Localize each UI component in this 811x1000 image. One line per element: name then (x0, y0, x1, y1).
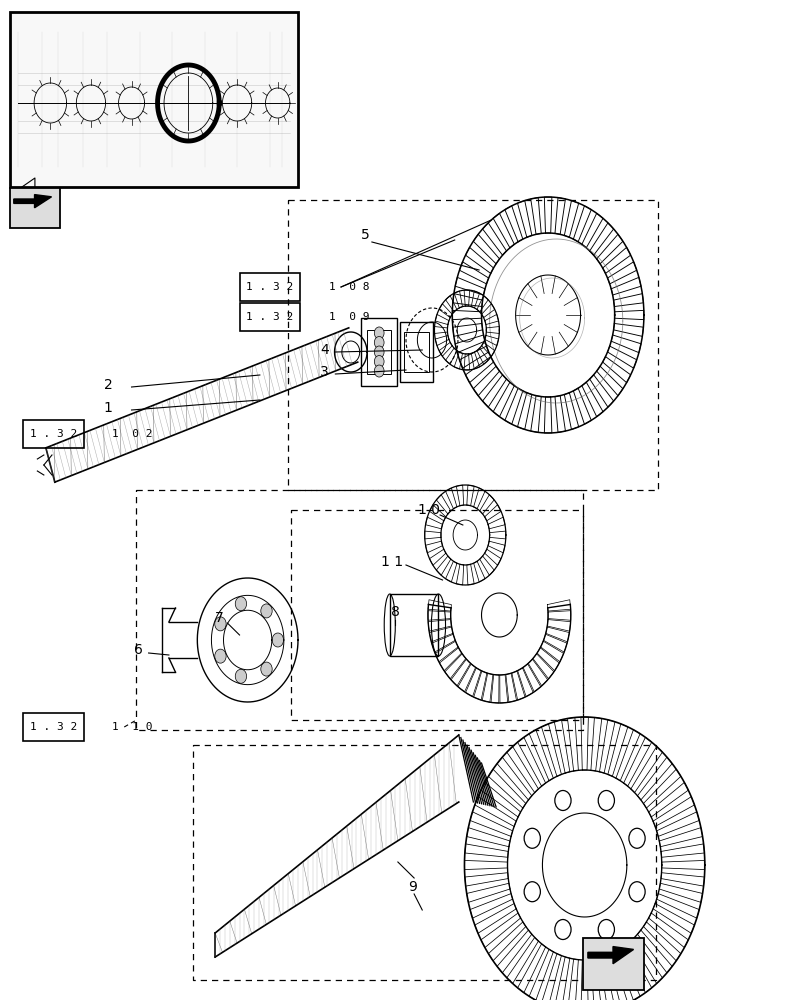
Bar (10, 12, 298, 187)
Text: 2: 2 (104, 378, 113, 392)
Text: 1 . 3 2: 1 . 3 2 (29, 429, 77, 439)
Circle shape (374, 327, 384, 339)
Text: 1  0 9: 1 0 9 (328, 312, 369, 322)
Text: 5: 5 (361, 228, 369, 242)
Polygon shape (14, 195, 51, 208)
Text: 1 1: 1 1 (380, 555, 403, 569)
Bar (404, 332, 428, 372)
Text: 7: 7 (215, 611, 223, 625)
Circle shape (214, 617, 225, 631)
Text: 3: 3 (320, 365, 328, 379)
Circle shape (260, 604, 272, 618)
Bar (239, 273, 300, 301)
Circle shape (272, 633, 283, 647)
Text: 1: 1 (104, 401, 113, 415)
Circle shape (235, 597, 247, 611)
Text: 1 . 3 2: 1 . 3 2 (246, 312, 294, 322)
Circle shape (260, 662, 272, 676)
Bar (582, 938, 643, 990)
Text: 1  0 2: 1 0 2 (112, 429, 152, 439)
Bar (367, 330, 391, 374)
Text: 6: 6 (134, 643, 142, 657)
Circle shape (235, 669, 247, 683)
Polygon shape (587, 947, 633, 964)
Bar (361, 318, 397, 386)
Text: 9: 9 (408, 880, 416, 894)
Bar (389, 594, 438, 656)
Bar (23, 713, 84, 741)
Text: 1 0: 1 0 (417, 503, 440, 517)
Text: 1 . 3 2: 1 . 3 2 (246, 282, 294, 292)
Text: 1  0 8: 1 0 8 (328, 282, 369, 292)
Bar (400, 322, 432, 382)
Circle shape (214, 649, 225, 663)
Text: 4: 4 (320, 343, 328, 357)
Circle shape (374, 365, 384, 377)
Circle shape (374, 356, 384, 368)
Bar (239, 303, 300, 331)
Text: 1 . 3 2: 1 . 3 2 (29, 722, 77, 732)
Circle shape (374, 336, 384, 348)
Bar (23, 420, 84, 448)
Circle shape (374, 346, 384, 358)
Bar (10, 188, 60, 228)
Text: 8: 8 (391, 605, 399, 619)
Text: 1  1 0: 1 1 0 (112, 722, 152, 732)
